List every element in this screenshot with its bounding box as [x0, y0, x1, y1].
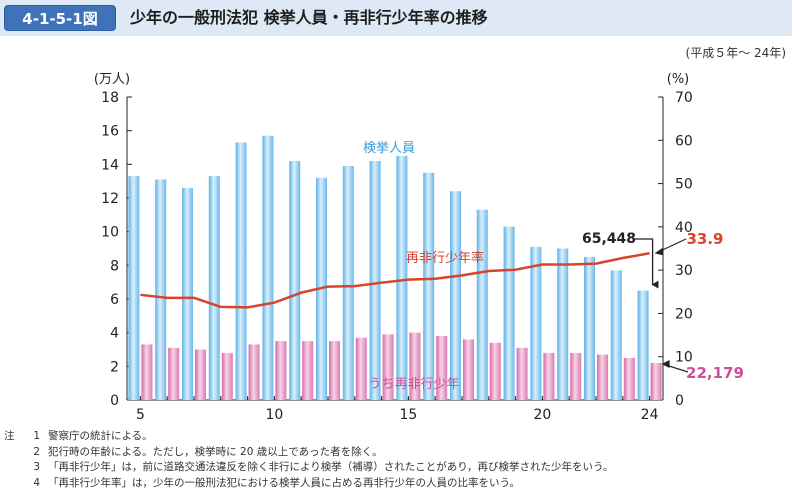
reoffender-last-value: 22,179	[686, 364, 744, 382]
left-tick-label: 4	[110, 326, 119, 342]
arrests-bar	[584, 256, 595, 400]
period-label: (平成５年～ 24年)	[685, 46, 786, 60]
arrests-series-label: 検挙人員	[363, 141, 415, 156]
reoffender-bar	[463, 339, 474, 400]
rate-series-label: 再非行少年率	[406, 250, 484, 266]
note-text: 「再非行少年率」は，少年の一般刑法犯における検挙人員に占める再非行少年の人員の比…	[48, 476, 520, 489]
reoffender-bar	[168, 347, 180, 400]
left-tick-label: 8	[110, 258, 119, 274]
reoffender-bar	[543, 352, 555, 400]
left-tick-label: 18	[101, 90, 119, 106]
arrests-bar	[610, 270, 622, 400]
reoffender-bar	[623, 357, 635, 400]
reoffender-bar	[650, 362, 662, 400]
left-tick-label: 2	[110, 359, 119, 375]
arrests-bar	[450, 191, 461, 400]
left-tick-label: 0	[110, 393, 119, 409]
x-tick-label: 24	[641, 407, 659, 423]
arrests-last-arrow	[634, 238, 659, 289]
left-tick-label: 6	[110, 292, 119, 308]
arrests-last-value: 65,448	[582, 231, 636, 247]
figure-header: 4-1-5-1図 少年の一般刑法犯 検挙人員・再非行少年率の推移	[0, 0, 792, 36]
arrests-bar	[476, 209, 488, 400]
left-axis-unit: (万人)	[94, 72, 130, 87]
right-axis-unit: (%)	[667, 72, 690, 87]
x-tick-label: 15	[399, 407, 417, 423]
reoffender-bar	[195, 349, 206, 400]
reoffender-bar	[141, 344, 153, 400]
arrests-bar	[396, 155, 408, 400]
arrests-bar	[235, 142, 247, 400]
arrests-bar	[530, 246, 542, 400]
left-tick-label: 14	[101, 157, 119, 173]
left-tick-label: 16	[101, 124, 119, 140]
arrests-bar	[128, 176, 140, 400]
reoffender-bar	[275, 341, 287, 400]
right-tick-label: 60	[675, 133, 693, 149]
note-number: 2	[33, 445, 40, 458]
rate-last-value: 33.9	[686, 230, 723, 248]
rate-line	[140, 252, 650, 309]
left-tick-label: 12	[101, 191, 119, 207]
right-tick-label: 30	[675, 263, 693, 279]
arrests-bar	[342, 166, 354, 400]
x-tick-label: 20	[533, 407, 551, 423]
footnotes: 注 1 警察庁の統計による。 2 犯行時の年齢による。ただし，検挙時に 20 歳…	[4, 429, 613, 491]
reoffender-bar	[409, 332, 421, 400]
right-tick-label: 10	[675, 350, 693, 366]
rate-last-arrowhead	[654, 247, 664, 256]
reoffender-bar	[355, 337, 367, 400]
note-head: 注	[4, 430, 15, 442]
figure-title: 少年の一般刑法犯 検挙人員・再非行少年率の推移	[130, 8, 488, 27]
reoffender-bar	[221, 352, 233, 400]
note-number: 3	[33, 461, 40, 473]
arrests-bar	[155, 179, 167, 400]
arrests-bar	[262, 135, 274, 400]
x-tick-label: 5	[136, 407, 145, 423]
right-tick-label: 70	[675, 90, 693, 106]
note-text: 犯行時の年齢による。ただし，検挙時に 20 歳以上であった者を除く。	[48, 445, 383, 458]
arrests-bar	[637, 290, 649, 400]
reoffender-bar	[516, 347, 528, 400]
reoffender-series-label: うち再非行少年	[368, 377, 459, 392]
note-text: 「再非行少年」は，前に道路交通法違反を除く非行により検挙（補導）されたことがあり…	[48, 461, 614, 473]
reoffender-bar	[248, 344, 260, 400]
arrests-bar	[208, 176, 220, 400]
arrests-bar	[503, 226, 515, 400]
reoffender-bar	[489, 342, 501, 400]
note-number: 1	[33, 430, 40, 442]
reoffender-last-arrowhead	[661, 359, 670, 368]
right-tick-label: 50	[675, 177, 693, 193]
note-row-3: 3 「再非行少年」は，前に道路交通法違反を除く非行により検挙（補導）されたことが…	[4, 460, 613, 476]
reoffender-bar	[329, 341, 340, 400]
reoffender-bar	[436, 336, 448, 400]
reoffender-bar	[302, 341, 314, 400]
arrests-bar	[423, 172, 435, 400]
arrests-bar	[369, 160, 381, 400]
arrests-bar	[289, 160, 301, 400]
reoffender-bar	[570, 352, 582, 400]
right-tick-label: 20	[675, 306, 693, 322]
right-tick-label: 40	[675, 220, 693, 236]
reoffender-bar	[597, 354, 608, 400]
arrests-bar	[557, 248, 569, 400]
left-tick-label: 10	[101, 225, 119, 241]
note-row-4: 4 「再非行少年率」は，少年の一般刑法犯における検挙人員に占める再非行少年の人員…	[4, 476, 613, 492]
reoffender-bar	[382, 334, 394, 400]
note-text: 警察庁の統計による。	[48, 430, 153, 442]
note-row-2: 2 犯行時の年齢による。ただし，検挙時に 20 歳以上であった者を除く。	[4, 445, 613, 461]
note-row-1: 注 1 警察庁の統計による。	[4, 429, 613, 445]
note-number: 4	[33, 476, 40, 489]
x-tick-label: 10	[265, 407, 283, 423]
arrests-bar	[182, 187, 193, 400]
figure-number-badge: 4-1-5-1図	[4, 5, 116, 31]
right-tick-label: 0	[675, 393, 684, 409]
